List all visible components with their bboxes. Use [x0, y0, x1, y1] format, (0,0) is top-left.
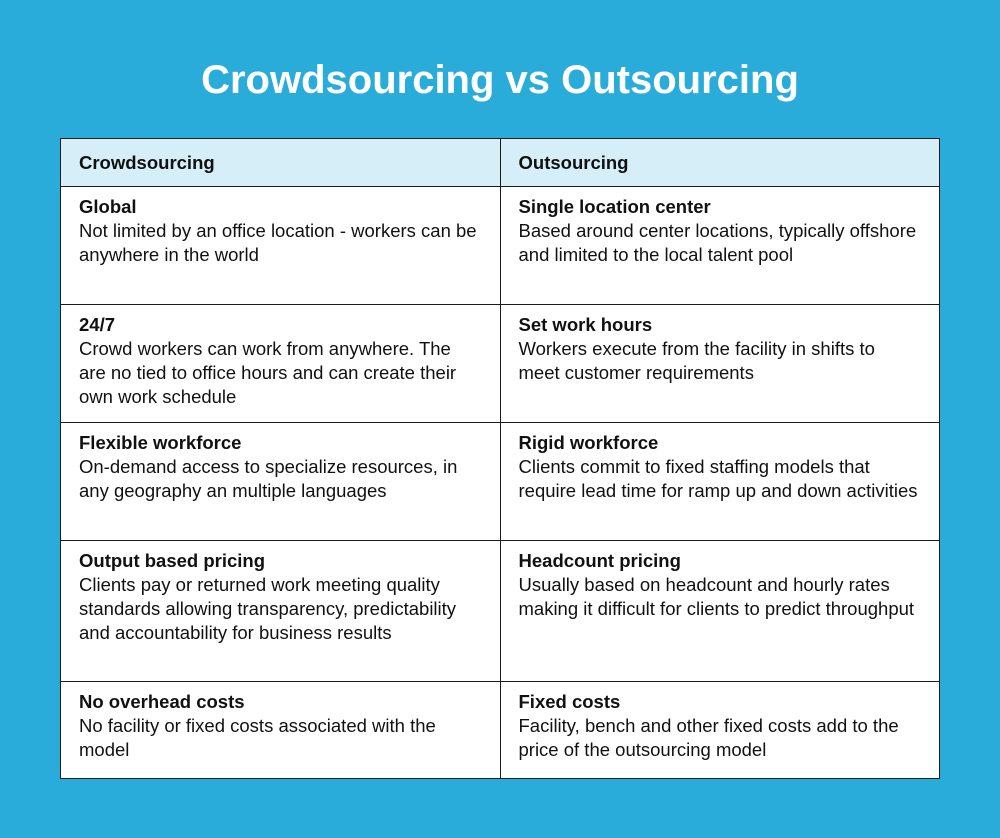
cell-heading: Rigid workforce — [518, 432, 659, 453]
cell-heading: No overhead costs — [79, 691, 245, 712]
table-row: Flexible workforce On-demand access to sp… — [60, 422, 940, 541]
cell-text: Clients commit to fixed staffing models … — [518, 456, 918, 501]
cell-heading: Single location center — [518, 196, 711, 217]
cell-text: Facility, bench and other fixed costs ad… — [518, 715, 899, 760]
cell-text: On-demand access to specialize resources… — [79, 456, 458, 501]
table-header-row: Crowdsourcing Outsourcing — [60, 138, 940, 187]
cell-heading: Fixed costs — [518, 691, 621, 712]
out-cell: Headcount pricing Usually based on headco… — [499, 540, 940, 682]
cell-text: Based around center locations, typically… — [518, 220, 917, 265]
page-title: Crowdsourcing vs Outsourcing — [201, 58, 799, 102]
out-cell: Rigid workforce Clients commit to fixed s… — [499, 422, 940, 541]
column-header-crowdsourcing: Crowdsourcing — [60, 138, 501, 187]
crowd-cell: Output based pricing Clients pay or retur… — [60, 540, 501, 682]
cell-text: No facility or fixed costs associated wi… — [79, 715, 436, 760]
cell-text: Crowd workers can work from anywhere. Th… — [79, 338, 457, 407]
cell-text: Workers execute from the facility in shi… — [518, 338, 875, 383]
cell-text: Clients pay or returned work meeting qua… — [79, 574, 457, 643]
out-cell: Set work hours Workers execute from the f… — [499, 304, 940, 423]
table-row: Output based pricing Clients pay or retur… — [60, 540, 940, 682]
cell-text: Not limited by an office location - work… — [79, 220, 477, 265]
cell-heading: Output based pricing — [79, 550, 266, 571]
column-header-outsourcing: Outsourcing — [499, 138, 940, 187]
cell-heading: Set work hours — [518, 314, 653, 335]
crowd-cell: 24/7 Crowd workers can work from anywhere… — [60, 304, 501, 423]
cell-heading: Headcount pricing — [518, 550, 681, 571]
table-row: Global Not limited by an office location … — [60, 186, 940, 305]
table-row: 24/7 Crowd workers can work from anywhere… — [60, 304, 940, 423]
crowd-cell: Global Not limited by an office location … — [60, 186, 501, 305]
cell-text: Usually based on headcount and hourly ra… — [518, 574, 915, 619]
out-cell: Single location center Based around cente… — [499, 186, 940, 305]
cell-heading: Flexible workforce — [79, 432, 242, 453]
crowd-cell: Flexible workforce On-demand access to sp… — [60, 422, 501, 541]
comparison-table: Crowdsourcing Outsourcing Global Not limi… — [60, 138, 940, 779]
crowd-cell: No overhead costs No facility or fixed co… — [60, 681, 501, 779]
cell-heading: 24/7 — [79, 314, 116, 335]
table-row: No overhead costs No facility or fixed co… — [60, 681, 940, 779]
out-cell: Fixed costs Facility, bench and other fix… — [499, 681, 940, 779]
cell-heading: Global — [79, 196, 137, 217]
